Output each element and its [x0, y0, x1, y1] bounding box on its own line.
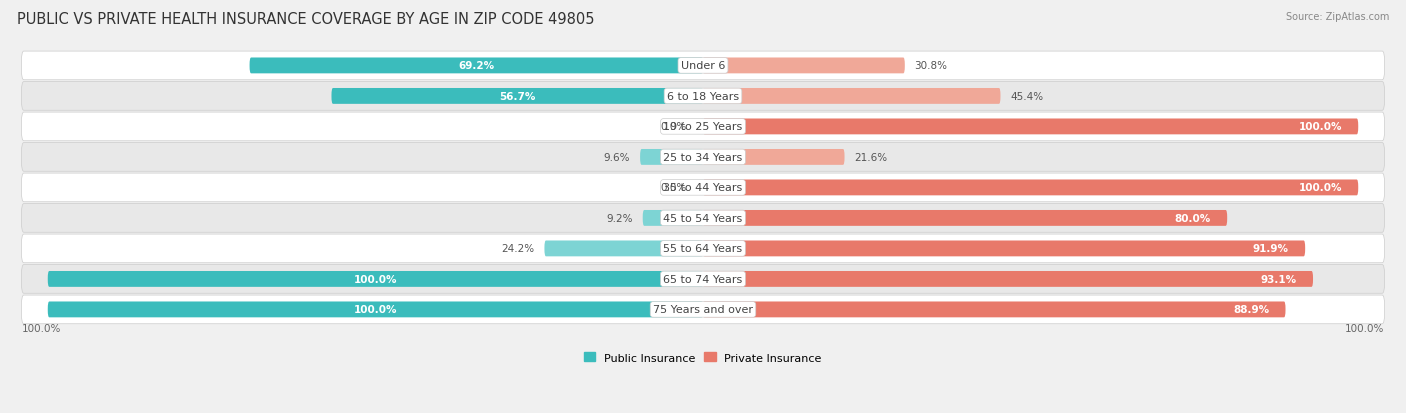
FancyBboxPatch shape — [21, 113, 1385, 141]
Text: 6 to 18 Years: 6 to 18 Years — [666, 92, 740, 102]
Text: 45.4%: 45.4% — [1011, 92, 1043, 102]
FancyBboxPatch shape — [21, 265, 1385, 294]
Text: 9.2%: 9.2% — [606, 214, 633, 223]
Text: 35 to 44 Years: 35 to 44 Years — [664, 183, 742, 193]
FancyBboxPatch shape — [21, 82, 1385, 111]
FancyBboxPatch shape — [703, 241, 1305, 257]
Text: 80.0%: 80.0% — [1174, 214, 1211, 223]
Text: 9.6%: 9.6% — [603, 152, 630, 163]
Text: 55 to 64 Years: 55 to 64 Years — [664, 244, 742, 254]
Legend: Public Insurance, Private Insurance: Public Insurance, Private Insurance — [579, 348, 827, 367]
FancyBboxPatch shape — [21, 173, 1385, 202]
Text: 21.6%: 21.6% — [855, 152, 887, 163]
Text: 69.2%: 69.2% — [458, 61, 495, 71]
FancyBboxPatch shape — [703, 119, 1358, 135]
FancyBboxPatch shape — [703, 150, 845, 166]
FancyBboxPatch shape — [21, 295, 1385, 324]
FancyBboxPatch shape — [703, 302, 1285, 318]
FancyBboxPatch shape — [643, 211, 703, 226]
Text: 0.0%: 0.0% — [661, 122, 686, 132]
FancyBboxPatch shape — [640, 150, 703, 166]
FancyBboxPatch shape — [21, 143, 1385, 172]
Text: 100.0%: 100.0% — [354, 305, 396, 315]
FancyBboxPatch shape — [21, 204, 1385, 233]
Text: 45 to 54 Years: 45 to 54 Years — [664, 214, 742, 223]
Text: PUBLIC VS PRIVATE HEALTH INSURANCE COVERAGE BY AGE IN ZIP CODE 49805: PUBLIC VS PRIVATE HEALTH INSURANCE COVER… — [17, 12, 595, 27]
Text: 65 to 74 Years: 65 to 74 Years — [664, 274, 742, 284]
Text: 100.0%: 100.0% — [1298, 183, 1341, 193]
FancyBboxPatch shape — [703, 89, 1001, 104]
Text: 24.2%: 24.2% — [502, 244, 534, 254]
FancyBboxPatch shape — [703, 271, 1313, 287]
Text: 19 to 25 Years: 19 to 25 Years — [664, 122, 742, 132]
Text: 91.9%: 91.9% — [1253, 244, 1289, 254]
FancyBboxPatch shape — [703, 211, 1227, 226]
FancyBboxPatch shape — [250, 58, 703, 74]
FancyBboxPatch shape — [48, 302, 703, 318]
Text: Under 6: Under 6 — [681, 61, 725, 71]
Text: Source: ZipAtlas.com: Source: ZipAtlas.com — [1285, 12, 1389, 22]
FancyBboxPatch shape — [544, 241, 703, 257]
Text: 100.0%: 100.0% — [1298, 122, 1341, 132]
FancyBboxPatch shape — [21, 52, 1385, 81]
Text: 100.0%: 100.0% — [354, 274, 396, 284]
FancyBboxPatch shape — [703, 180, 1358, 196]
FancyBboxPatch shape — [21, 235, 1385, 263]
Text: 30.8%: 30.8% — [915, 61, 948, 71]
Text: 0.0%: 0.0% — [661, 183, 686, 193]
Text: 100.0%: 100.0% — [21, 323, 60, 333]
Text: 56.7%: 56.7% — [499, 92, 536, 102]
Text: 100.0%: 100.0% — [1346, 323, 1385, 333]
Text: 93.1%: 93.1% — [1261, 274, 1296, 284]
FancyBboxPatch shape — [703, 58, 905, 74]
FancyBboxPatch shape — [48, 271, 703, 287]
Text: 25 to 34 Years: 25 to 34 Years — [664, 152, 742, 163]
Text: 75 Years and over: 75 Years and over — [652, 305, 754, 315]
FancyBboxPatch shape — [332, 89, 703, 104]
Text: 88.9%: 88.9% — [1233, 305, 1270, 315]
